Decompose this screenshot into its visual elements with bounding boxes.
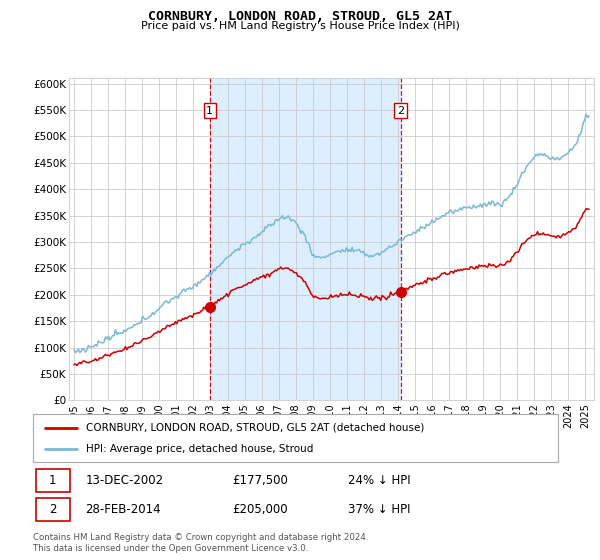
Text: 2: 2 xyxy=(397,106,404,115)
Text: 1: 1 xyxy=(49,474,56,487)
Bar xyxy=(210,78,401,400)
Text: 2: 2 xyxy=(49,503,56,516)
Text: 37% ↓ HPI: 37% ↓ HPI xyxy=(348,503,410,516)
Text: Contains HM Land Registry data © Crown copyright and database right 2024.
This d: Contains HM Land Registry data © Crown c… xyxy=(33,533,368,553)
Text: 28-FEB-2014: 28-FEB-2014 xyxy=(86,503,161,516)
Text: CORNBURY, LONDON ROAD, STROUD, GL5 2AT (detached house): CORNBURY, LONDON ROAD, STROUD, GL5 2AT (… xyxy=(86,423,424,433)
Text: 24% ↓ HPI: 24% ↓ HPI xyxy=(348,474,410,487)
FancyBboxPatch shape xyxy=(35,497,70,521)
Text: CORNBURY, LONDON ROAD, STROUD, GL5 2AT: CORNBURY, LONDON ROAD, STROUD, GL5 2AT xyxy=(148,10,452,23)
Text: 13-DEC-2002: 13-DEC-2002 xyxy=(86,474,164,487)
FancyBboxPatch shape xyxy=(35,469,70,492)
Text: £205,000: £205,000 xyxy=(233,503,288,516)
Text: HPI: Average price, detached house, Stroud: HPI: Average price, detached house, Stro… xyxy=(86,444,313,454)
Text: 1: 1 xyxy=(206,106,213,115)
Text: £177,500: £177,500 xyxy=(233,474,289,487)
Text: Price paid vs. HM Land Registry's House Price Index (HPI): Price paid vs. HM Land Registry's House … xyxy=(140,21,460,31)
